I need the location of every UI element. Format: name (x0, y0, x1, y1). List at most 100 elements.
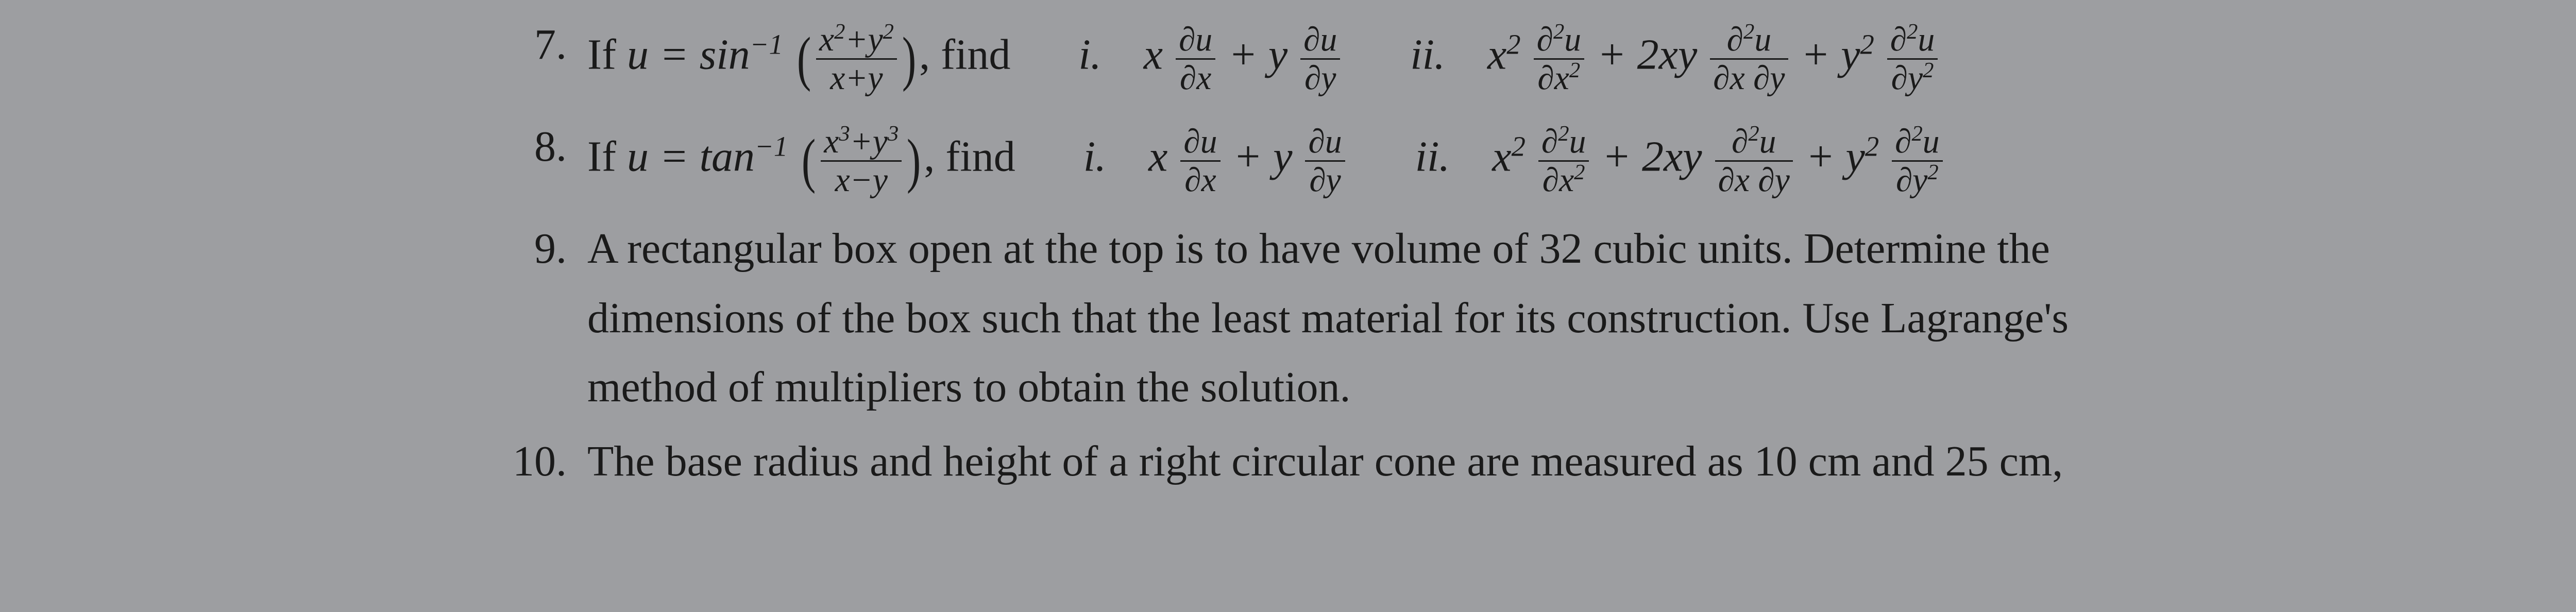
fraction: x3+y3 x−y (821, 123, 902, 199)
text-line: method of multipliers to obtain the solu… (587, 353, 2576, 422)
d: ∂ (1895, 123, 1911, 160)
exp: 2 (1907, 20, 1918, 44)
exp: 2 (883, 20, 894, 44)
exp: 2 (834, 20, 845, 44)
frac-bot: x+y (816, 60, 897, 97)
part-i-label: i. (1083, 133, 1106, 181)
exp: 2 (1927, 160, 1938, 184)
var: y (873, 123, 888, 160)
var: u (1569, 123, 1586, 160)
d: ∂x (1543, 162, 1574, 199)
op: + (1801, 30, 1841, 78)
exp: 2 (1506, 28, 1520, 60)
op: + (1233, 133, 1274, 181)
frac-bot: ∂y (1300, 60, 1340, 97)
exp: 2 (1748, 122, 1759, 146)
rparen: ) (902, 10, 916, 107)
frac-top: x2+y2 (816, 21, 897, 60)
frac-bot: ∂x2 (1534, 60, 1584, 97)
lparen: ( (797, 10, 811, 107)
var: y (1841, 30, 1860, 78)
fraction: x2+y2 x+y (816, 21, 897, 97)
var: x (1487, 30, 1506, 78)
frac-top: ∂u (1180, 123, 1220, 162)
problem-body: A rectangular box open at the top is to … (587, 214, 2576, 422)
frac-top: ∂2u (1892, 123, 1942, 162)
var: y (1846, 133, 1865, 181)
frac-bot: ∂x2 (1538, 162, 1589, 199)
fraction: ∂u ∂y (1300, 21, 1340, 97)
frac-bot: ∂x ∂y (1710, 60, 1788, 97)
exp: 3 (839, 122, 850, 146)
exp: 2 (1743, 20, 1754, 44)
exp: −1 (755, 131, 788, 162)
op: + 2xy (1602, 133, 1702, 181)
exp: 2 (1860, 28, 1874, 60)
exp: 2 (1865, 131, 1879, 162)
frac-bot: x−y (821, 162, 902, 199)
frac-top: ∂u (1300, 21, 1340, 60)
frac-top: ∂u (1305, 123, 1345, 162)
frac-top: ∂2u (1887, 21, 1938, 60)
fraction: ∂2u ∂y2 (1892, 123, 1942, 199)
d: ∂ (1890, 21, 1907, 58)
problem-9: 9. A rectangular box open at the top is … (495, 214, 2576, 422)
problem-number: 9. (495, 214, 587, 283)
frac-bot: ∂y2 (1892, 162, 1942, 199)
op: + (1806, 133, 1846, 181)
rparen: ) (907, 112, 921, 209)
math-lhs: u = sin (627, 30, 750, 78)
text-find: , find (924, 133, 1015, 181)
problem-7: 7. If u = sin−1 ( x2+y2 x+y ), find i. x… (495, 10, 2576, 107)
fraction: ∂2u ∂x2 (1538, 123, 1589, 199)
exp: −1 (750, 28, 783, 60)
fraction: ∂u ∂x (1180, 123, 1220, 199)
text-find: , find (919, 30, 1010, 78)
op: + 2xy (1597, 30, 1697, 78)
d: ∂ (1727, 21, 1743, 58)
text-line: A rectangular box open at the top is to … (587, 214, 2576, 283)
problem-body: If u = sin−1 ( x2+y2 x+y ), find i. x ∂u… (587, 10, 2576, 107)
frac-bot: ∂x (1176, 60, 1215, 97)
frac-top: ∂2u (1538, 123, 1589, 162)
op: + (1228, 30, 1268, 78)
frac-top: ∂2u (1534, 21, 1584, 60)
problem-number: 10. (495, 427, 587, 496)
fraction: ∂u ∂x (1176, 21, 1215, 97)
frac-top: ∂u (1176, 21, 1215, 60)
d: ∂y (1896, 162, 1927, 199)
frac-top: ∂2u (1715, 123, 1793, 162)
text-if: If (587, 30, 627, 78)
exp: 2 (1553, 20, 1564, 44)
exp: 2 (1558, 122, 1569, 146)
var: x (824, 123, 839, 160)
problem-8: 8. If u = tan−1 ( x3+y3 x−y ), find i. x… (495, 112, 2576, 209)
d: ∂ (1732, 123, 1748, 160)
part-ii-label: ii. (1410, 30, 1445, 78)
problem-body: If u = tan−1 ( x3+y3 x−y ), find i. x ∂u… (587, 112, 2576, 209)
lparen: ( (802, 112, 816, 209)
var: x (1148, 133, 1167, 181)
frac-bot: ∂y2 (1887, 60, 1938, 97)
fraction: ∂u ∂y (1305, 123, 1345, 199)
var: u (1564, 21, 1581, 58)
math-lhs: u = tan (627, 133, 755, 181)
exp: 2 (1569, 58, 1580, 82)
page: 7. If u = sin−1 ( x2+y2 x+y ), find i. x… (0, 0, 2576, 612)
fraction: ∂2u ∂y2 (1887, 21, 1938, 97)
part-ii-label: ii. (1415, 133, 1450, 181)
d: ∂x (1537, 60, 1569, 97)
var: x (819, 21, 834, 58)
frac-bot: ∂y (1305, 162, 1345, 199)
text-line: The base radius and height of a right ci… (587, 427, 2576, 496)
fraction: ∂2u ∂x2 (1534, 21, 1584, 97)
exp: 3 (888, 122, 899, 146)
var: y (868, 21, 883, 58)
frac-bot: ∂x (1180, 162, 1220, 199)
var: y (1273, 133, 1292, 181)
text-line: dimensions of the box such that the leas… (587, 284, 2576, 353)
exp: 2 (1512, 131, 1526, 162)
exp: 2 (1911, 122, 1922, 146)
part-i-label: i. (1078, 30, 1101, 78)
var: u (1759, 123, 1776, 160)
